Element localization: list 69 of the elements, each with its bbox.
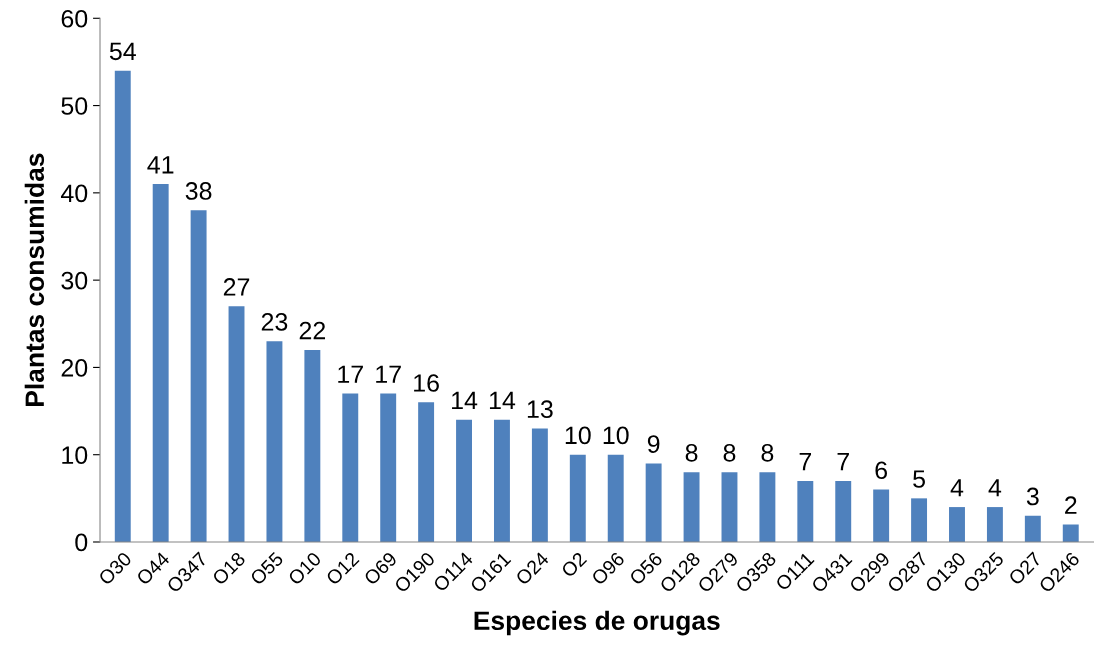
data-label: 14 [452,391,478,410]
data-label: 38 [185,182,212,200]
bar [342,393,359,542]
bar [418,402,435,542]
bar [911,498,928,542]
bar [873,489,890,542]
data-label: 13 [527,400,553,419]
data-label: 10 [565,426,591,445]
data-label: 4 [950,479,964,497]
data-label: 10 [603,426,629,445]
data-label: 23 [261,313,288,331]
bar [721,472,738,542]
y-tick-label: 60 [61,9,88,28]
data-label: 2 [1065,496,1077,514]
y-tick-label: 40 [60,184,88,203]
bar [986,507,1003,542]
data-label: 16 [414,374,439,392]
bar [797,480,814,542]
x-tick-label: O24 [514,551,550,586]
data-label: 27 [223,278,250,296]
bar [835,480,852,542]
x-axis-title: Especies de orugas [474,610,720,636]
bar [304,349,321,542]
y-tick-label: 0 [75,533,88,552]
bar [152,184,169,542]
data-label: 41 [147,156,174,174]
data-label: 5 [913,470,925,488]
bar [190,210,207,542]
data-label: 6 [875,461,888,480]
data-label: 4 [988,479,1002,497]
bar [493,419,510,542]
bar [569,454,586,542]
bar [380,393,397,542]
bar [266,341,283,542]
x-tick-label: O10 [287,551,322,586]
bar [1024,515,1041,542]
bar [645,463,662,542]
bar [228,306,245,542]
bar [1062,524,1079,542]
x-tick-label: O55 [249,551,284,586]
bar [456,419,472,542]
bar [607,454,624,542]
data-label: 8 [761,443,774,462]
data-label: 22 [299,321,326,340]
data-label: 17 [376,365,401,383]
bar [949,507,965,542]
bar [531,428,548,542]
y-tick-label: 10 [62,446,88,465]
x-tick-label: O30 [97,551,133,586]
y-axis-title: Plantas consumidas [24,153,45,406]
x-tick-label: O12 [325,551,360,586]
data-label: 7 [799,452,812,471]
data-label: 3 [1026,487,1039,506]
y-tick-label: 30 [61,271,88,290]
y-tick-label: 20 [61,359,88,377]
y-tick-label: 50 [61,97,88,115]
x-tick-label: O96 [590,551,626,586]
bar [114,70,131,542]
bar [759,472,776,542]
data-label: 8 [685,443,698,462]
data-label: 8 [723,443,736,462]
x-tick-label: O2 [560,551,588,579]
data-label: 9 [647,435,660,453]
data-label: 14 [489,391,516,410]
data-label: 7 [837,452,849,471]
data-label: 54 [109,42,136,61]
x-tick-label: O18 [211,551,247,586]
data-label: 17 [338,365,363,383]
bar [683,472,700,542]
